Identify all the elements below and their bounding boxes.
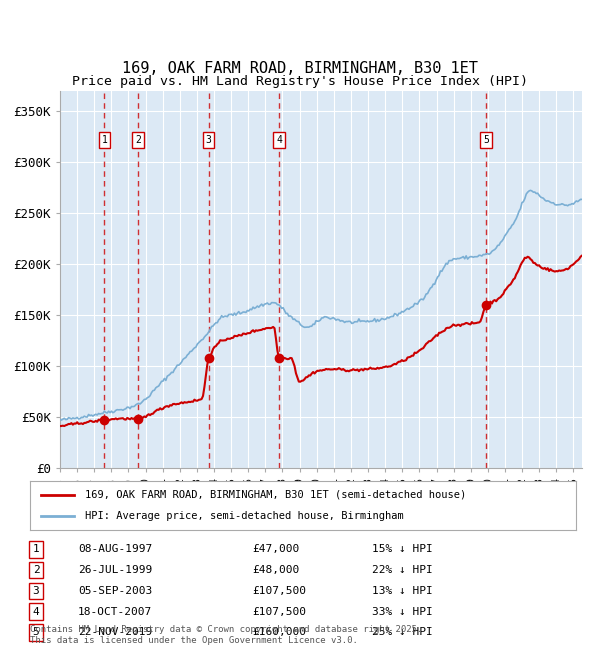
Text: 22% ↓ HPI: 22% ↓ HPI — [372, 565, 433, 575]
Text: 1: 1 — [32, 544, 40, 554]
Text: 169, OAK FARM ROAD, BIRMINGHAM, B30 1ET: 169, OAK FARM ROAD, BIRMINGHAM, B30 1ET — [122, 60, 478, 76]
Text: 4: 4 — [276, 135, 282, 145]
Text: 33% ↓ HPI: 33% ↓ HPI — [372, 606, 433, 617]
Text: £107,500: £107,500 — [252, 606, 306, 617]
Text: 08-AUG-1997: 08-AUG-1997 — [78, 544, 152, 554]
Text: 3: 3 — [32, 586, 40, 596]
Text: £160,000: £160,000 — [252, 627, 306, 638]
Text: 4: 4 — [32, 606, 40, 617]
Text: £107,500: £107,500 — [252, 586, 306, 596]
Text: 1: 1 — [101, 135, 107, 145]
Text: HPI: Average price, semi-detached house, Birmingham: HPI: Average price, semi-detached house,… — [85, 511, 403, 521]
Text: 2: 2 — [32, 565, 40, 575]
Text: £47,000: £47,000 — [252, 544, 299, 554]
Text: 5: 5 — [483, 135, 489, 145]
Text: 26-JUL-1999: 26-JUL-1999 — [78, 565, 152, 575]
Text: 13% ↓ HPI: 13% ↓ HPI — [372, 586, 433, 596]
Text: 2: 2 — [135, 135, 141, 145]
Text: 18-OCT-2007: 18-OCT-2007 — [78, 606, 152, 617]
Text: 3: 3 — [206, 135, 211, 145]
Text: 25% ↓ HPI: 25% ↓ HPI — [372, 627, 433, 638]
Text: 5: 5 — [32, 627, 40, 638]
Text: £48,000: £48,000 — [252, 565, 299, 575]
Text: Price paid vs. HM Land Registry's House Price Index (HPI): Price paid vs. HM Land Registry's House … — [72, 75, 528, 88]
Text: 22-NOV-2019: 22-NOV-2019 — [78, 627, 152, 638]
Text: Contains HM Land Registry data © Crown copyright and database right 2025.
This d: Contains HM Land Registry data © Crown c… — [30, 625, 422, 645]
Text: 05-SEP-2003: 05-SEP-2003 — [78, 586, 152, 596]
Text: 169, OAK FARM ROAD, BIRMINGHAM, B30 1ET (semi-detached house): 169, OAK FARM ROAD, BIRMINGHAM, B30 1ET … — [85, 489, 466, 500]
Text: 15% ↓ HPI: 15% ↓ HPI — [372, 544, 433, 554]
